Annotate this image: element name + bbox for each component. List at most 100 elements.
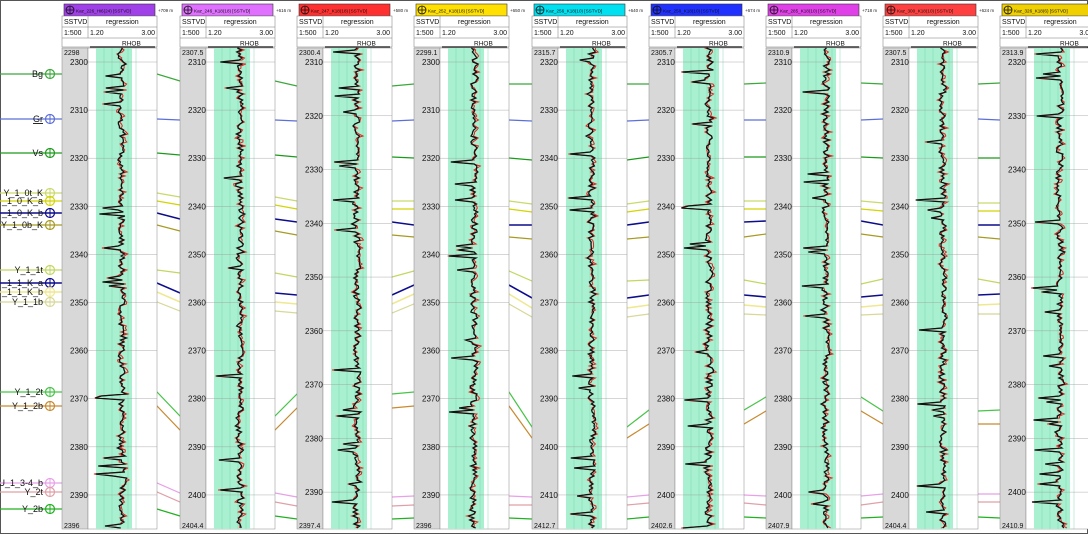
depth-tick-label: 2310 bbox=[774, 58, 792, 67]
depth-tick-label: 2340 bbox=[422, 250, 440, 259]
marker-item-y-1-2t[interactable]: Y_1_2t bbox=[14, 386, 56, 398]
track-header bbox=[882, 15, 979, 48]
curve-max-label: 3.00 bbox=[493, 30, 507, 37]
depth-tick-label: 2330 bbox=[1008, 112, 1026, 121]
depth-track[interactable] bbox=[61, 47, 89, 530]
regression-curve[interactable] bbox=[448, 47, 480, 529]
depth-tick-label: 2350 bbox=[891, 250, 909, 259]
depth-tick-label: 2320 bbox=[1008, 58, 1026, 67]
depth-column-label: SSTVD bbox=[651, 19, 674, 26]
curve-max-label: 3.00 bbox=[1079, 30, 1088, 37]
depth-top: 2305.7 bbox=[651, 50, 673, 57]
curve-name-label: RHOB bbox=[240, 41, 259, 48]
marker-name: _1_0_K_b bbox=[1, 208, 43, 218]
depth-tick-label: 2380 bbox=[540, 347, 558, 356]
regression-curve[interactable] bbox=[95, 47, 129, 529]
marker-item-y-1-0b-k[interactable]: Y_1_0b_K bbox=[1, 219, 56, 231]
curve-column-label: regression bbox=[810, 19, 843, 26]
depth-top: 2313.9 bbox=[1002, 50, 1024, 57]
depth-tick-label: 2340 bbox=[891, 202, 909, 211]
well-distance: +650 m bbox=[510, 8, 525, 13]
marker-item-y-1-2b[interactable]: Y_1_2b bbox=[12, 400, 56, 412]
depth-column-label: SSTVD bbox=[416, 19, 439, 26]
regression-curve[interactable] bbox=[801, 47, 831, 529]
rhob-curve[interactable] bbox=[681, 47, 718, 529]
rhob-curve[interactable] bbox=[93, 47, 131, 529]
marker-item-y-1-1b[interactable]: Y_1_1b bbox=[12, 296, 56, 308]
well-name: Kaz_285_K18(10) [SSTVD] bbox=[780, 9, 836, 14]
marker-item-y-2t[interactable]: Y_2t bbox=[24, 486, 56, 498]
well-1[interactable]: Kaz_226_Hi6(24) [SSTVD] +709 m SSTVD regres… bbox=[61, 3, 173, 530]
depth-tick-label: 2380 bbox=[1008, 381, 1026, 390]
marker-item-vs[interactable]: Vs bbox=[32, 147, 56, 159]
curve-column-label: regression bbox=[693, 19, 726, 26]
depth-track[interactable] bbox=[882, 47, 910, 530]
marker-item-y-1-1t[interactable]: Y_1_1t bbox=[14, 264, 56, 276]
regression-curve[interactable] bbox=[331, 47, 364, 529]
depth-tick-label: 2400 bbox=[1008, 488, 1026, 497]
regression-curve[interactable] bbox=[568, 47, 597, 529]
well-2[interactable]: Kaz_246_K18(18) [SSTVD] +616 m SSTVD regres… bbox=[179, 3, 291, 530]
marker-item--1-0-k-b[interactable]: _1_0_K_b bbox=[1, 207, 56, 219]
depth-track[interactable] bbox=[179, 47, 207, 530]
track-header bbox=[765, 15, 862, 48]
depth-tick-label: 2380 bbox=[774, 395, 792, 404]
depth-tick-label: 2400 bbox=[657, 491, 675, 500]
well-name: Kaz_326_K18(6) [SSTVD] bbox=[1014, 9, 1068, 14]
well-6[interactable]: Kaz_258_K18(10) [SSTVD] +674 m SSTVD regres… bbox=[648, 3, 760, 530]
well-distance: +709 m bbox=[158, 8, 173, 13]
well-9[interactable]: Kaz_326_K18(6) [SSTVD] SSTVD regression 1:5… bbox=[999, 3, 1088, 530]
regression-curve[interactable] bbox=[1031, 47, 1067, 529]
well-distance: +616 m bbox=[276, 8, 291, 13]
depth-track[interactable] bbox=[999, 47, 1027, 530]
marker-item--1-1-k-b[interactable]: _1_1_K_b bbox=[1, 286, 56, 298]
track-header bbox=[61, 15, 158, 48]
depth-track[interactable] bbox=[765, 47, 793, 530]
depth-tick-label: 2390 bbox=[70, 491, 88, 500]
depth-tick-label: 2350 bbox=[1008, 219, 1026, 228]
depth-tick-label: 2350 bbox=[422, 299, 440, 308]
marker-item-gr[interactable]: Gr bbox=[33, 113, 56, 125]
well-3[interactable]: Kaz_247_K18(18) [SSTVD] +580 m SSTVD regres… bbox=[296, 3, 408, 530]
regression-curve[interactable] bbox=[216, 47, 247, 529]
depth-bottom: 2397.4 bbox=[299, 523, 321, 530]
curve-min-label: 1.20 bbox=[794, 30, 808, 37]
track-header bbox=[999, 15, 1088, 48]
scale-label: 1:500 bbox=[1002, 30, 1020, 37]
depth-bottom: 2412.7 bbox=[534, 523, 556, 530]
curve-column-label: regression bbox=[1044, 19, 1077, 26]
marker-item-y-2b[interactable]: Y_2b bbox=[22, 503, 56, 515]
depth-tick-label: 2360 bbox=[422, 347, 440, 356]
marker-name: Bg bbox=[32, 69, 43, 79]
depth-bottom: 2396 bbox=[64, 523, 80, 530]
depth-top: 2300.4 bbox=[299, 50, 321, 57]
depth-tick-label: 2340 bbox=[774, 202, 792, 211]
well-7[interactable]: Kaz_285_K18(10) [SSTVD] +718 m SSTVD regres… bbox=[765, 3, 877, 530]
scale-label: 1:500 bbox=[768, 30, 786, 37]
well-distance: +718 m bbox=[862, 8, 877, 13]
depth-track[interactable] bbox=[531, 47, 559, 530]
well-4[interactable]: Kaz_252_K18(18) [SSTVD] +650 m SSTVD regres… bbox=[413, 3, 525, 530]
marker-item-bg[interactable]: Bg bbox=[32, 68, 56, 80]
depth-tick-label: 2300 bbox=[422, 58, 440, 67]
depth-tick-label: 2380 bbox=[305, 434, 323, 443]
depth-tick-label: 2370 bbox=[70, 395, 88, 404]
well-5[interactable]: Kaz_256_K18(10) [SSTVD] +640 m SSTVD regres… bbox=[531, 3, 643, 530]
regression-curve[interactable] bbox=[681, 47, 715, 529]
curve-max-label: 3.00 bbox=[845, 30, 859, 37]
curve-name-label: RHOB bbox=[709, 41, 728, 48]
well-name: Kaz_252_K18(18) [SSTVD] bbox=[428, 9, 484, 14]
marker-item--1-0-k-a[interactable]: _1_0_K_a bbox=[1, 195, 56, 207]
depth-track[interactable] bbox=[413, 47, 441, 530]
scale-label: 1:500 bbox=[651, 30, 669, 37]
regression-curve[interactable] bbox=[915, 47, 949, 529]
depth-track[interactable] bbox=[296, 47, 324, 530]
depth-track[interactable] bbox=[648, 47, 676, 530]
scale-label: 1:500 bbox=[416, 30, 434, 37]
depth-tick-label: 2340 bbox=[1008, 166, 1026, 175]
depth-tick-label: 2350 bbox=[188, 250, 206, 259]
track-header bbox=[648, 15, 745, 48]
depth-top: 2310.9 bbox=[768, 50, 790, 57]
well-8[interactable]: Kaz_300_K18(10) [SSTVD] +624 m SSTVD regres… bbox=[882, 3, 994, 530]
